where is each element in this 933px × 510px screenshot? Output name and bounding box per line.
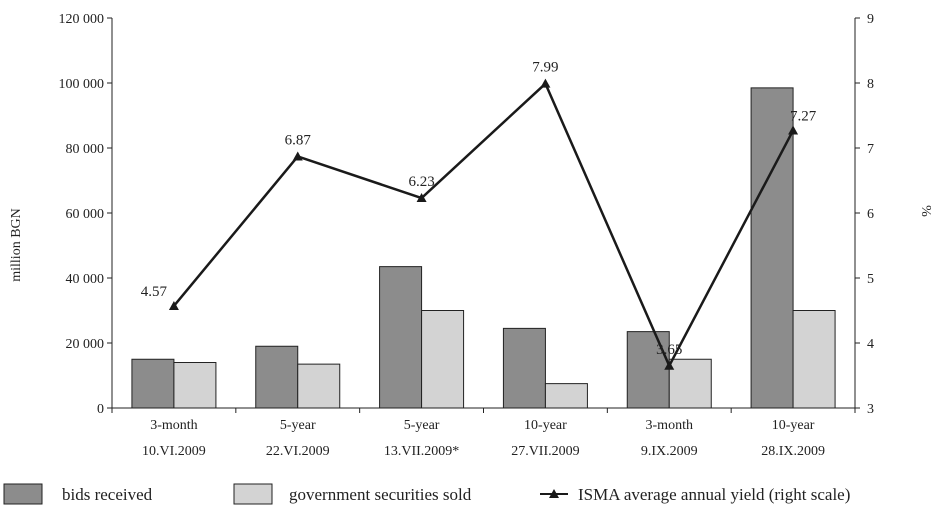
y2-tick-label: 3 xyxy=(867,402,874,417)
bar-bids-received xyxy=(626,331,670,409)
category-type-label: 3-month xyxy=(150,418,197,433)
category-type-label: 5-year xyxy=(404,418,440,433)
category-date-label: 9.IX.2009 xyxy=(641,444,698,459)
legend-swatch-bids xyxy=(3,483,43,505)
y2-tick-label: 8 xyxy=(867,77,874,92)
category-type-label: 10-year xyxy=(772,418,815,433)
y-tick-label: 60 000 xyxy=(66,207,105,222)
yield-data-label: 3.65 xyxy=(656,342,682,358)
bar-securities-sold xyxy=(792,310,836,409)
yield-data-label: 7.27 xyxy=(790,108,817,124)
yield-marker xyxy=(416,193,427,203)
yield-line: 4.57 6.87 6.23 7.99 3.65 7.27 xyxy=(141,60,817,370)
y-axis-title: million BGN xyxy=(9,208,24,282)
yield-marker xyxy=(168,300,179,310)
yield-polyline xyxy=(172,81,795,369)
y2-tick-label: 4 xyxy=(867,337,874,352)
yield-marker xyxy=(788,125,799,135)
bar-securities-sold xyxy=(668,358,712,409)
y2-axis-title: % xyxy=(918,205,933,217)
bars xyxy=(131,87,836,409)
legend-label-bids: bids received xyxy=(62,485,153,504)
legend-label-yield: ISMA average annual yield (right scale) xyxy=(578,485,850,504)
y2-tick-label: 9 xyxy=(867,12,874,27)
y-tick-label: 80 000 xyxy=(66,142,105,157)
yield-data-label: 6.87 xyxy=(285,132,312,148)
y2-tick-label: 6 xyxy=(867,207,874,222)
y-tick-label: 0 xyxy=(97,402,104,417)
legend-marker-yield xyxy=(549,489,559,498)
y-tick-label: 20 000 xyxy=(66,337,105,352)
y2-tick-label: 7 xyxy=(867,142,874,157)
y2-tick-label: 5 xyxy=(867,272,874,287)
yield-data-label: 6.23 xyxy=(408,174,434,190)
yield-marker xyxy=(664,360,675,370)
category-date-label: 27.VII.2009 xyxy=(511,444,579,459)
bar-bids-received xyxy=(379,266,423,409)
legend-label-sold: government securities sold xyxy=(289,485,472,504)
axes xyxy=(107,17,860,413)
category-date-label: 22.VI.2009 xyxy=(266,444,330,459)
legend-swatch-sold xyxy=(233,483,273,505)
legend: bids received government securities sold I… xyxy=(3,483,850,505)
category-labels: 3-month 10.VI.2009 5-year 22.VI.2009 5-year 1… xyxy=(142,418,825,459)
bar-securities-sold xyxy=(421,310,465,409)
category-type-label: 3-month xyxy=(646,418,693,433)
bar-securities-sold xyxy=(544,383,588,409)
tick-labels: 0 20 000 40 000 60 000 80 000 100 000 120 000 3… xyxy=(59,12,875,417)
bar-bids-received xyxy=(255,345,299,409)
bar-securities-sold xyxy=(173,362,217,409)
yield-marker xyxy=(292,151,303,161)
yield-data-label: 7.99 xyxy=(532,60,558,76)
y-tick-label: 40 000 xyxy=(66,272,105,287)
bar-bids-received xyxy=(750,87,794,409)
yield-data-label: 4.57 xyxy=(141,284,168,300)
category-date-label: 10.VI.2009 xyxy=(142,444,206,459)
bar-bids-received xyxy=(502,327,546,409)
category-date-label: 28.IX.2009 xyxy=(761,444,825,459)
category-type-label: 5-year xyxy=(280,418,316,433)
bar-bids-received xyxy=(131,358,175,409)
bar-securities-sold xyxy=(297,363,341,409)
y-tick-label: 100 000 xyxy=(59,77,105,92)
yield-marker xyxy=(540,78,551,88)
category-type-label: 10-year xyxy=(524,418,567,433)
category-date-label: 13.VII.2009* xyxy=(384,444,459,459)
y-tick-label: 120 000 xyxy=(59,12,105,27)
